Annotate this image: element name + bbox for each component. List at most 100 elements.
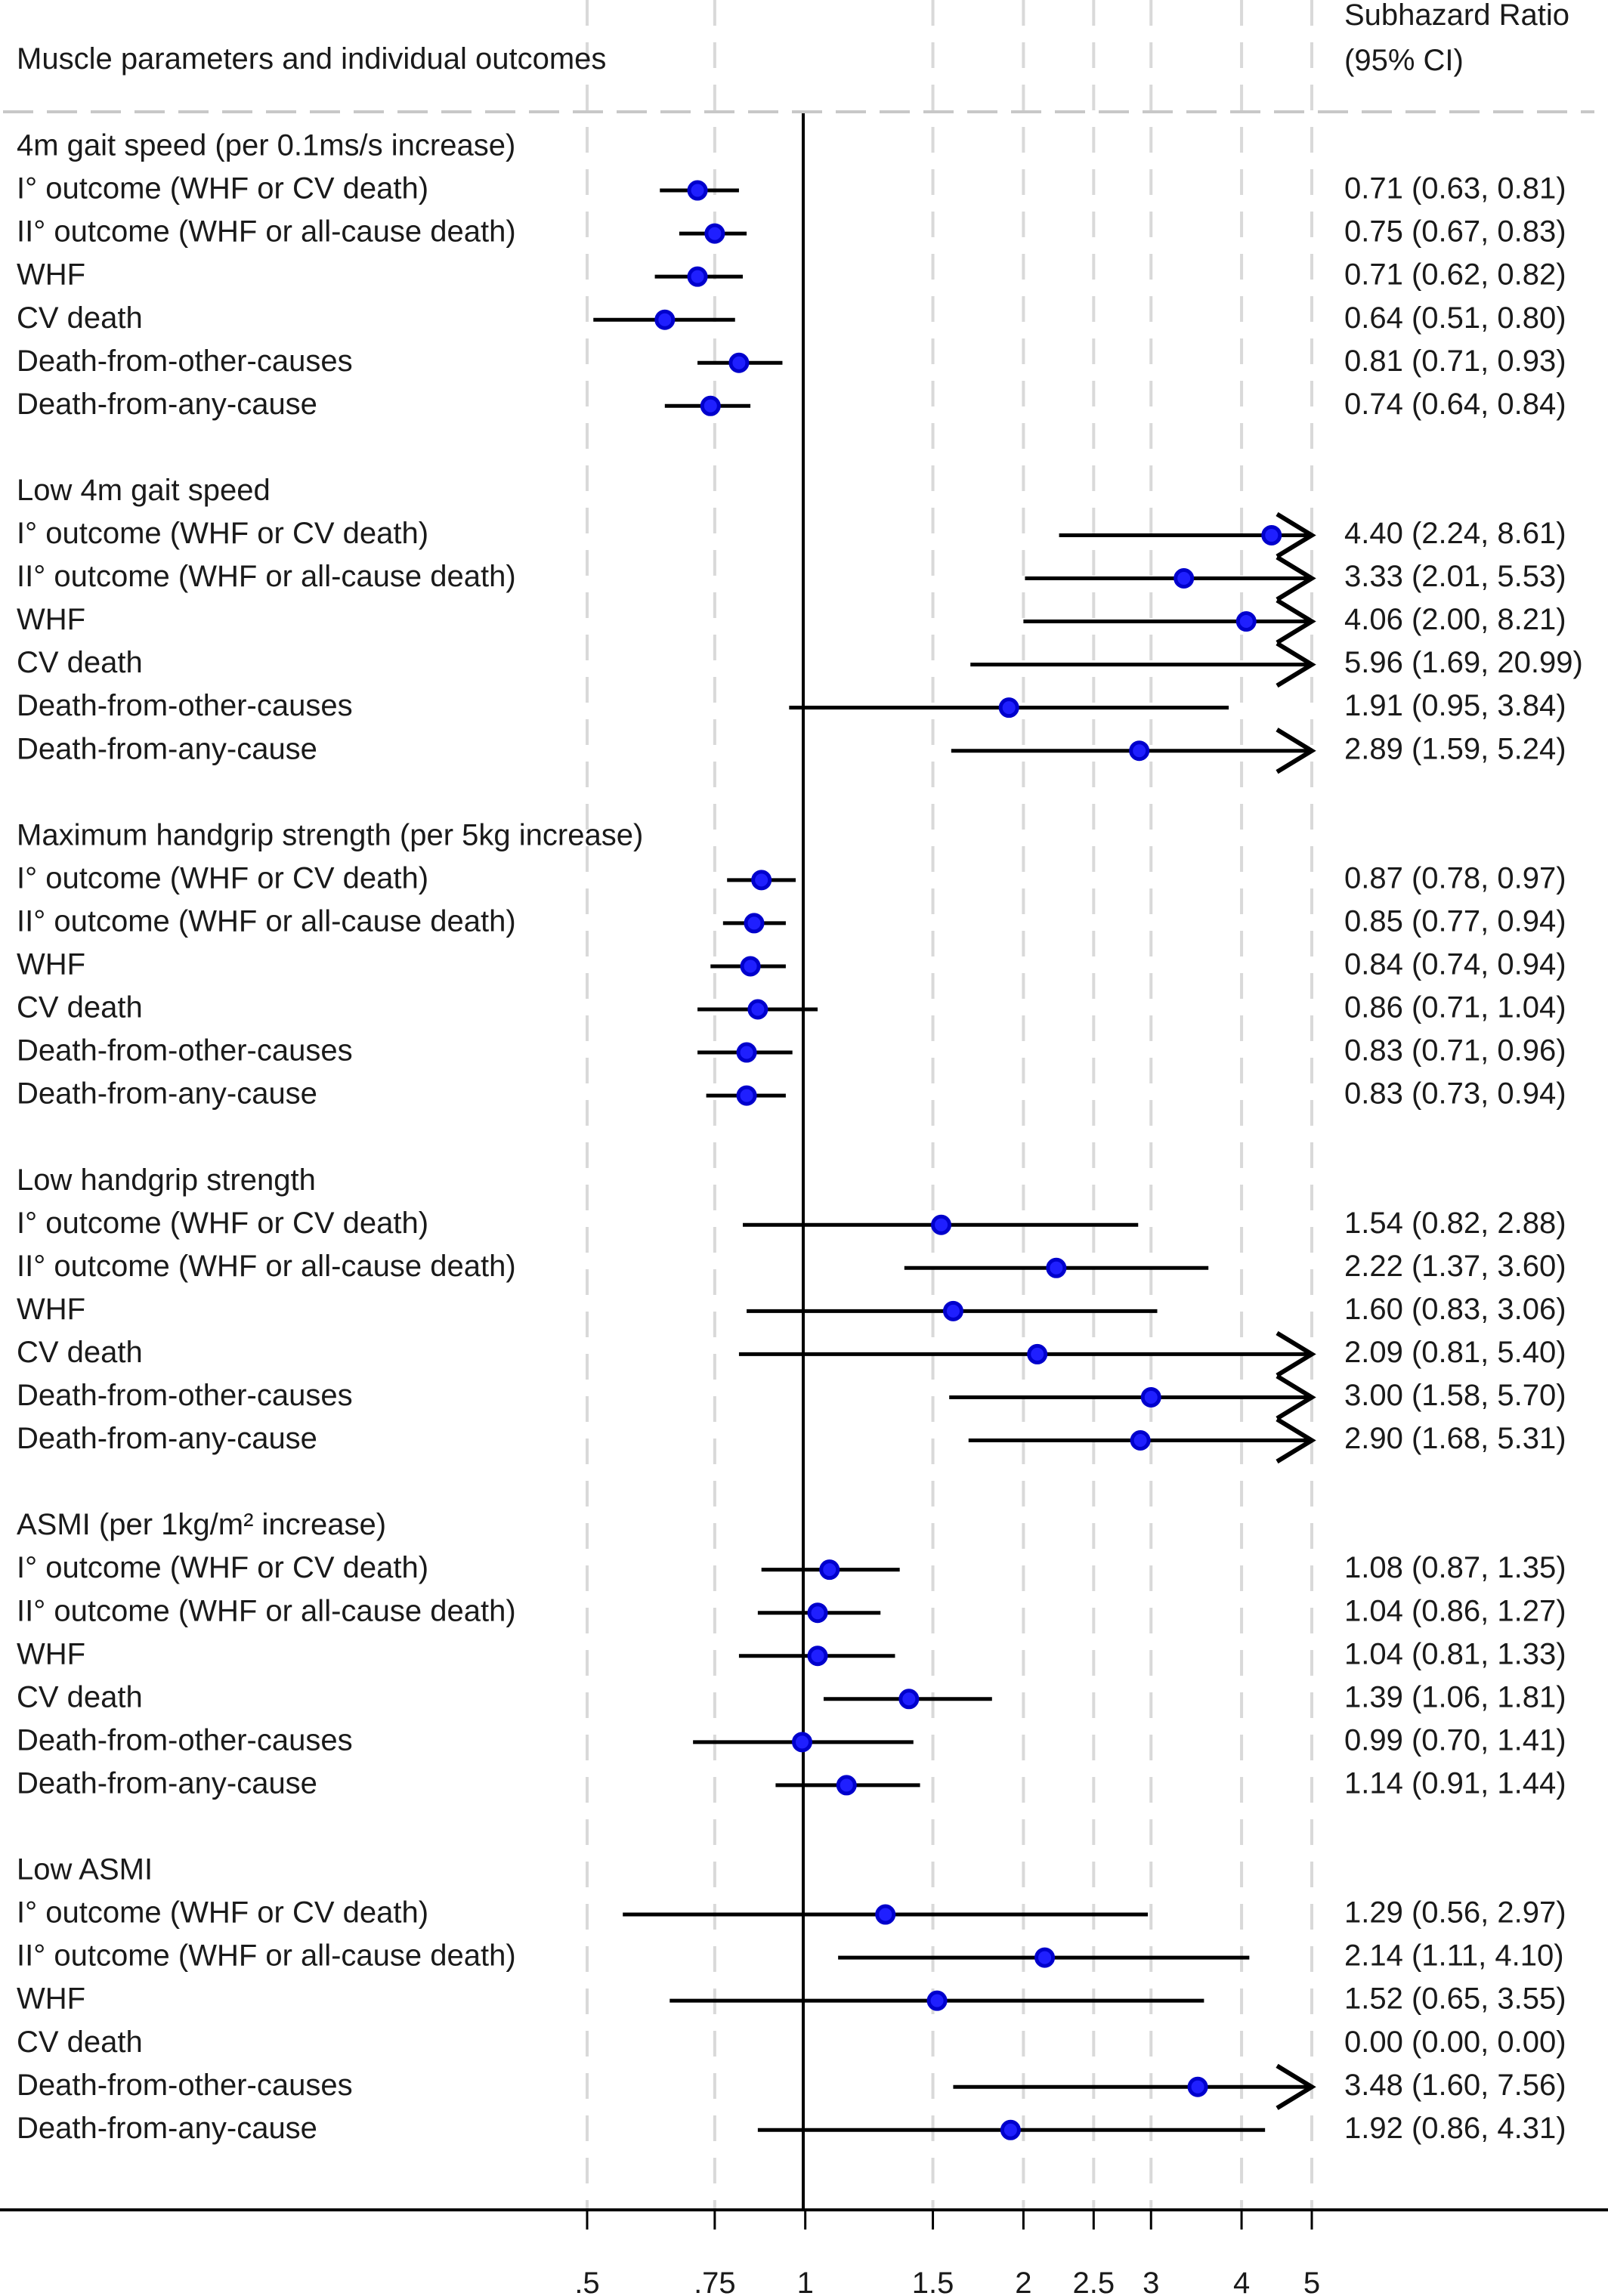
row-estimate-text: 4.40 (2.24, 8.61) (1344, 517, 1566, 550)
row-label: Death-from-any-cause (17, 2112, 317, 2145)
row-estimate-text: 1.91 (0.95, 3.84) (1344, 689, 1566, 722)
row-estimate-text: 0.75 (0.67, 0.83) (1344, 215, 1566, 249)
x-tick-label-1: .75 (694, 2267, 736, 2296)
point-estimate (744, 913, 765, 934)
point-estimate (654, 309, 676, 330)
row-estimate-text: 2.90 (1.68, 5.31) (1344, 1422, 1566, 1455)
row-label: CV death (17, 646, 143, 679)
row-estimate-text: 1.08 (0.87, 1.35) (1344, 1551, 1566, 1584)
point-estimate (931, 1214, 952, 1235)
group-title: Low ASMI (17, 1853, 153, 1887)
point-estimate (740, 956, 761, 977)
row-estimate-text: 1.04 (0.81, 1.33) (1344, 1637, 1566, 1670)
row-label: II° outcome (WHF or all-cause death) (17, 1939, 516, 1973)
row-estimate-text: 0.71 (0.63, 0.81) (1344, 172, 1566, 205)
row-label: Death-from-any-cause (17, 1077, 317, 1111)
row-label: Death-from-other-causes (17, 1034, 353, 1068)
row-label: Death-from-other-causes (17, 345, 353, 378)
point-estimate (942, 1300, 963, 1321)
row-label: I° outcome (WHF or CV death) (17, 861, 428, 895)
row-estimate-text: 1.39 (1.06, 1.81) (1344, 1680, 1566, 1714)
point-estimate (875, 1904, 896, 1925)
row-estimate-text: 2.14 (1.11, 4.10) (1344, 1939, 1564, 1973)
row-estimate-text: 1.54 (0.82, 2.88) (1344, 1207, 1566, 1240)
point-estimate (700, 395, 721, 416)
point-estimate (1261, 524, 1282, 545)
x-tick-label-4: 2 (1015, 2267, 1031, 2296)
point-estimate (926, 1990, 948, 2011)
row-estimate-text: 0.99 (0.70, 1.41) (1344, 1723, 1566, 1757)
x-axis-ticks: .5 .75 1 1.5 2 2.5 3 4 5 (574, 2210, 1320, 2296)
point-estimate (736, 1042, 757, 1063)
row-label: WHF (17, 1637, 85, 1670)
row-label: Death-from-any-cause (17, 732, 317, 765)
row-estimate-text: 0.83 (0.73, 0.94) (1344, 1077, 1566, 1111)
row-label: CV death (17, 1680, 143, 1714)
row-estimate-text: 2.09 (0.81, 5.40) (1344, 1336, 1566, 1369)
row-label: I° outcome (WHF or CV death) (17, 1207, 428, 1240)
point-estimate (1130, 1430, 1151, 1451)
row-label: II° outcome (WHF or all-cause death) (17, 215, 516, 249)
point-estimate (836, 1775, 857, 1796)
row-label: WHF (17, 948, 85, 981)
row-estimate-text: 0.71 (0.62, 0.82) (1344, 258, 1566, 292)
point-estimate (1129, 740, 1150, 762)
row-estimate-text: 0.87 (0.78, 0.97) (1344, 861, 1566, 895)
row-estimate-text: 1.52 (0.65, 3.55) (1344, 1982, 1566, 2016)
row-estimate-text: 0.83 (0.71, 0.96) (1344, 1034, 1566, 1068)
column-header-right-line2: (95% CI) (1344, 44, 1464, 77)
row-estimate-text: 4.06 (2.00, 8.21) (1344, 603, 1566, 636)
x-tick-label-6: 3 (1143, 2267, 1159, 2296)
point-estimate (1027, 1343, 1048, 1364)
group-title: Maximum handgrip strength (per 5kg incre… (17, 818, 643, 851)
row-estimate-text: 3.00 (1.58, 5.70) (1344, 1379, 1566, 1412)
row-label: I° outcome (WHF or CV death) (17, 172, 428, 205)
row-estimate-text: 0.64 (0.51, 0.80) (1344, 301, 1566, 335)
group-title: Low 4m gait speed (17, 474, 271, 507)
x-tick-label-3: 1.5 (912, 2267, 954, 2296)
point-estimate (1000, 2119, 1021, 2140)
row-label: Death-from-any-cause (17, 388, 317, 421)
x-tick-label-7: 4 (1233, 2267, 1250, 2296)
point-estimate (704, 223, 725, 244)
point-estimate (751, 870, 772, 891)
point-estimate (736, 1085, 757, 1106)
point-estimate (1187, 2076, 1208, 2097)
row-estimate-text: 5.96 (1.69, 20.99) (1344, 646, 1583, 679)
row-estimate-text: 0.84 (0.74, 0.94) (1344, 948, 1566, 981)
row-label: CV death (17, 991, 143, 1024)
row-label: Death-from-any-cause (17, 1422, 317, 1455)
point-estimate (1046, 1257, 1067, 1278)
row-estimate-text: 1.60 (0.83, 3.06) (1344, 1293, 1566, 1326)
row-label: WHF (17, 258, 85, 292)
point-estimate (1034, 1947, 1056, 1968)
x-tick-label-8: 5 (1303, 2267, 1320, 2296)
ci-arrow (1276, 641, 1316, 688)
row-estimate-text: 3.33 (2.01, 5.53) (1344, 560, 1566, 593)
ci-arrow (1276, 2063, 1316, 2110)
row-label: CV death (17, 2026, 143, 2059)
point-estimate (807, 1646, 828, 1667)
column-header-right-line1: Subhazard Ratio (1344, 0, 1569, 32)
point-estimate (898, 1689, 920, 1710)
point-estimate (819, 1559, 840, 1581)
row-label: CV death (17, 301, 143, 335)
row-label: Death-from-other-causes (17, 1379, 353, 1412)
row-estimate-text: 1.92 (0.86, 4.31) (1344, 2112, 1566, 2145)
row-estimate-text: 0.86 (0.71, 1.04) (1344, 991, 1566, 1024)
ci-arrow (1276, 555, 1316, 602)
point-estimate (807, 1602, 828, 1624)
group-title: Low handgrip strength (17, 1163, 316, 1197)
forest-rows: 4m gait speed (per 0.1ms/s increase) I° o… (17, 129, 1583, 2145)
point-estimate (1235, 611, 1257, 632)
point-estimate (687, 180, 708, 201)
point-estimate (1140, 1386, 1161, 1408)
row-estimate-text: 2.89 (1.59, 5.24) (1344, 732, 1566, 765)
row-label: II° outcome (WHF or all-cause death) (17, 1594, 516, 1627)
vertical-gridlines (586, 0, 1313, 2210)
ci-arrow (1276, 511, 1316, 559)
ci-arrow (1276, 1374, 1316, 1421)
ci-arrow (1276, 728, 1316, 774)
point-estimate (687, 266, 708, 287)
row-estimate-text: 1.04 (0.86, 1.27) (1344, 1594, 1566, 1627)
